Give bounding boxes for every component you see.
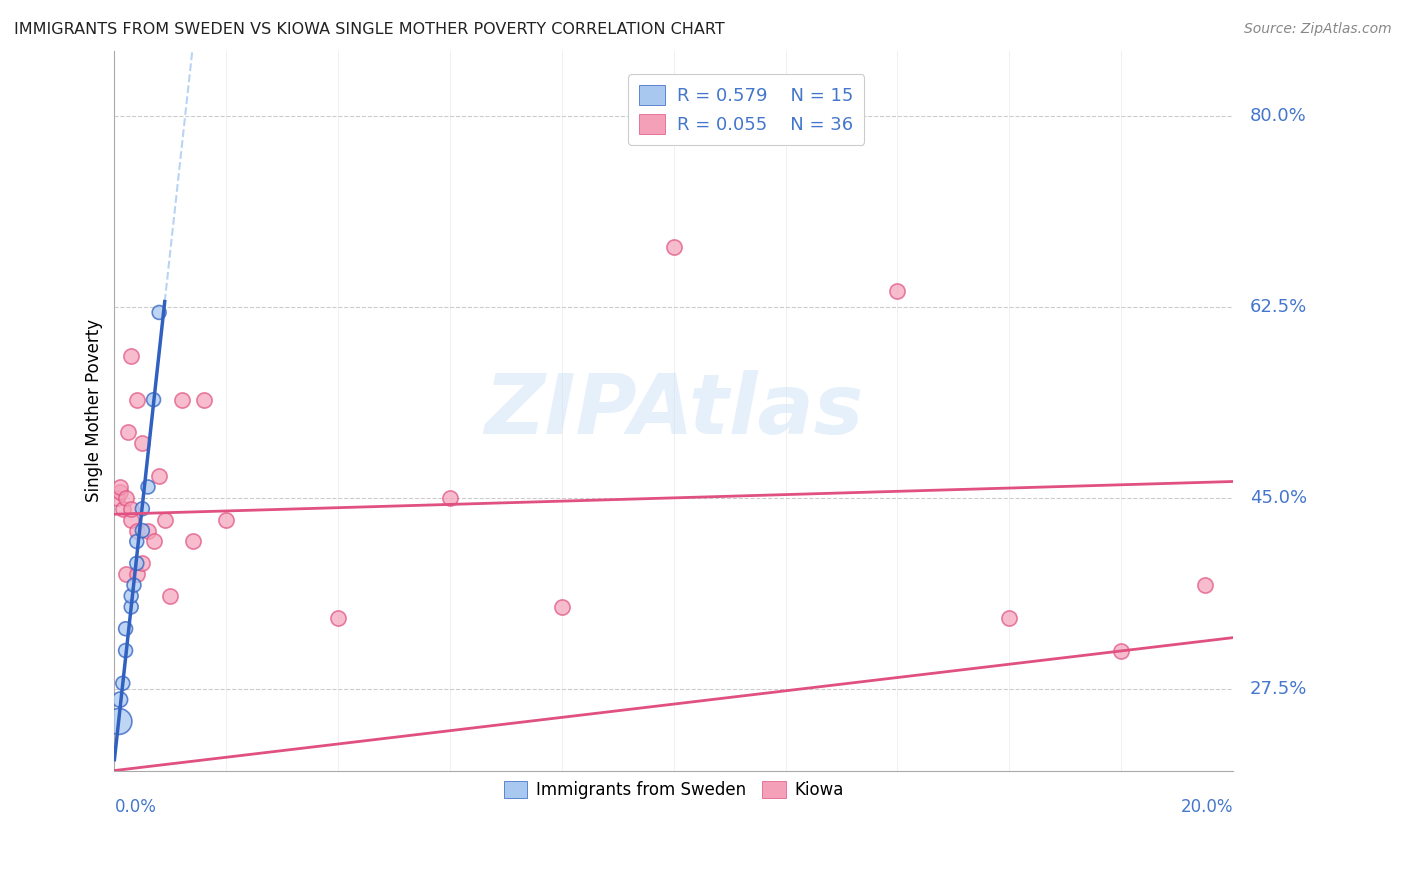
Point: [439, 491, 461, 505]
Point: [998, 611, 1021, 625]
Point: [131, 524, 153, 538]
Text: Source: ZipAtlas.com: Source: ZipAtlas.com: [1244, 22, 1392, 37]
Point: [159, 589, 181, 603]
Point: [1109, 643, 1132, 657]
Point: [114, 622, 136, 636]
Point: [125, 567, 148, 582]
Point: [120, 589, 142, 603]
Point: [1194, 578, 1216, 592]
Point: [136, 480, 159, 494]
Point: [142, 392, 165, 407]
Text: 20.0%: 20.0%: [1181, 797, 1233, 816]
Point: [125, 534, 148, 549]
Point: [114, 491, 136, 505]
Point: [125, 524, 148, 538]
Text: 45.0%: 45.0%: [1250, 489, 1306, 507]
Point: [170, 392, 193, 407]
Point: [125, 392, 148, 407]
Point: [148, 469, 170, 483]
Point: [136, 524, 159, 538]
Point: [111, 501, 134, 516]
Y-axis label: Single Mother Poverty: Single Mother Poverty: [86, 319, 103, 502]
Point: [120, 599, 142, 614]
Point: [120, 349, 142, 363]
Text: 80.0%: 80.0%: [1250, 107, 1306, 125]
Point: [108, 692, 131, 706]
Point: [181, 534, 204, 549]
Point: [551, 599, 574, 614]
Point: [148, 305, 170, 319]
Point: [120, 513, 142, 527]
Point: [886, 284, 908, 298]
Point: [114, 567, 136, 582]
Text: 27.5%: 27.5%: [1250, 680, 1308, 698]
Point: [131, 501, 153, 516]
Point: [153, 513, 176, 527]
Point: [142, 534, 165, 549]
Point: [125, 557, 148, 571]
Point: [108, 480, 131, 494]
Legend: Immigrants from Sweden, Kiowa: Immigrants from Sweden, Kiowa: [498, 774, 851, 805]
Point: [111, 676, 134, 690]
Point: [120, 501, 142, 516]
Point: [326, 611, 349, 625]
Point: [122, 578, 145, 592]
Text: IMMIGRANTS FROM SWEDEN VS KIOWA SINGLE MOTHER POVERTY CORRELATION CHART: IMMIGRANTS FROM SWEDEN VS KIOWA SINGLE M…: [14, 22, 725, 37]
Point: [105, 491, 128, 505]
Point: [215, 513, 238, 527]
Text: ZIPAtlas: ZIPAtlas: [484, 370, 863, 451]
Point: [117, 425, 139, 440]
Point: [131, 557, 153, 571]
Point: [131, 436, 153, 450]
Point: [193, 392, 215, 407]
Text: 0.0%: 0.0%: [114, 797, 156, 816]
Point: [114, 643, 136, 657]
Point: [662, 240, 685, 254]
Text: 62.5%: 62.5%: [1250, 298, 1308, 316]
Point: [108, 714, 131, 729]
Point: [108, 485, 131, 500]
